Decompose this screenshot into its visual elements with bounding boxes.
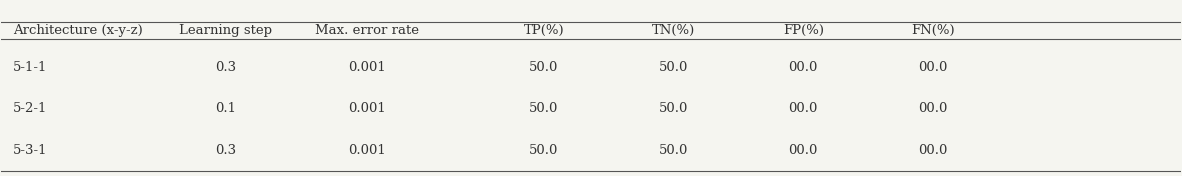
Text: TP(%): TP(%) [524,24,564,37]
Text: 00.0: 00.0 [918,102,948,115]
Text: 50.0: 50.0 [530,61,559,74]
Text: 0.001: 0.001 [348,61,385,74]
Text: 00.0: 00.0 [788,61,818,74]
Text: 0.1: 0.1 [215,102,236,115]
Text: 50.0: 50.0 [530,102,559,115]
Text: 5-3-1: 5-3-1 [13,144,47,157]
Text: 50.0: 50.0 [658,144,688,157]
Text: 0.001: 0.001 [348,144,385,157]
Text: 00.0: 00.0 [788,144,818,157]
Text: 00.0: 00.0 [918,61,948,74]
Text: 0.3: 0.3 [215,61,236,74]
Text: 50.0: 50.0 [530,144,559,157]
Text: 00.0: 00.0 [788,102,818,115]
Text: TN(%): TN(%) [652,24,695,37]
Text: 0.001: 0.001 [348,102,385,115]
Text: 00.0: 00.0 [918,144,948,157]
Text: 5-2-1: 5-2-1 [13,102,47,115]
Text: 0.3: 0.3 [215,144,236,157]
Text: FN(%): FN(%) [911,24,955,37]
Text: 50.0: 50.0 [658,102,688,115]
Text: Architecture (x-y-z): Architecture (x-y-z) [13,24,143,37]
Text: Learning step: Learning step [178,24,272,37]
Text: 50.0: 50.0 [658,61,688,74]
Text: 5-1-1: 5-1-1 [13,61,47,74]
Text: FP(%): FP(%) [782,24,824,37]
Text: Max. error rate: Max. error rate [314,24,418,37]
